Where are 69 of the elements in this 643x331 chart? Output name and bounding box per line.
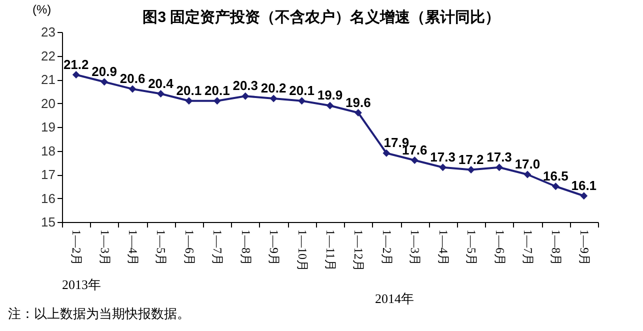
data-label: 17.2 — [458, 152, 484, 167]
point — [552, 182, 560, 190]
data-label: 19.6 — [346, 94, 371, 110]
y-tick-label: 19 — [41, 120, 56, 134]
x-tick-label: 1—3月 — [98, 230, 112, 266]
point — [354, 109, 362, 116]
point — [439, 164, 447, 172]
point — [270, 94, 278, 102]
point — [496, 164, 503, 172]
point — [157, 90, 164, 98]
y-tick-label: 20 — [41, 96, 56, 111]
y-tick-label: 15 — [41, 214, 56, 230]
data-label: 20.1 — [176, 82, 202, 98]
x-tick-label: 1—2月 — [70, 230, 84, 266]
point — [298, 97, 306, 105]
y-axis-title: (%) — [32, 2, 52, 16]
y-tick-label: 17 — [41, 167, 56, 182]
text: 注：以上数据为当期快报数据。 — [8, 305, 190, 323]
data-label: 20.1 — [289, 82, 314, 98]
x-tick-label: 1—9月 — [267, 230, 282, 266]
data-label: 20.2 — [260, 80, 286, 96]
point — [213, 97, 221, 105]
data-label: 20.4 — [148, 76, 174, 91]
x-tick-label: 1—4月 — [436, 230, 450, 266]
y-tick-label: 18 — [41, 143, 56, 158]
chart-title: 图3 固定资产投资（不含农户）名义增速（累计同比） — [142, 9, 500, 26]
x-tick-label: 1—4月 — [126, 230, 140, 266]
data-label: 16.5 — [543, 168, 568, 184]
point — [410, 156, 418, 164]
data-label: 16.1 — [571, 178, 597, 193]
x-tick-label: 1—10月 — [295, 230, 310, 272]
x-tick-label: 1—7月 — [520, 230, 535, 266]
point — [580, 192, 588, 200]
point — [128, 85, 136, 93]
x-tick-label: 1—9月 — [577, 230, 592, 266]
data-label: 20.3 — [232, 78, 258, 94]
data-label: 19.9 — [317, 88, 343, 103]
x-tick-label: 1—6月 — [492, 230, 507, 266]
x-tick-label: 1—2月 — [380, 230, 394, 266]
point — [467, 166, 475, 174]
y-tick-label: 16 — [41, 190, 56, 206]
data-label: 17.3 — [430, 149, 456, 164]
data-label: 17.0 — [514, 156, 540, 172]
y-tick-label: 21 — [41, 72, 56, 87]
data-label: 20.9 — [92, 64, 117, 79]
point — [242, 92, 250, 100]
point — [382, 149, 390, 157]
data-label: 20.6 — [120, 71, 146, 86]
x-tick-label: 1—5月 — [154, 230, 168, 266]
x-tick-label: 1—3月 — [408, 230, 422, 266]
text: 2013年 — [62, 276, 101, 294]
x-tick-label: 1—8月 — [549, 230, 564, 266]
x-tick-label: 1—6月 — [182, 230, 196, 266]
y-tick-label: 22 — [41, 48, 56, 64]
data-label: 20.1 — [204, 82, 230, 98]
x-tick-label: 1—8月 — [238, 230, 253, 266]
point — [524, 170, 532, 178]
x-tick-label: 1—5月 — [464, 230, 479, 266]
x-tick-label: 1—7月 — [210, 230, 225, 266]
x-tick-label: 1—12月 — [352, 230, 366, 272]
x-tick-label: 1—11月 — [324, 230, 338, 272]
point — [185, 97, 193, 105]
point — [326, 102, 334, 110]
point — [100, 78, 108, 86]
data-label: 21.2 — [63, 56, 89, 72]
y-tick-label: 23 — [41, 24, 56, 40]
data-label: 17.3 — [486, 149, 512, 164]
point — [72, 71, 80, 78]
text: 2014年 — [375, 290, 414, 308]
